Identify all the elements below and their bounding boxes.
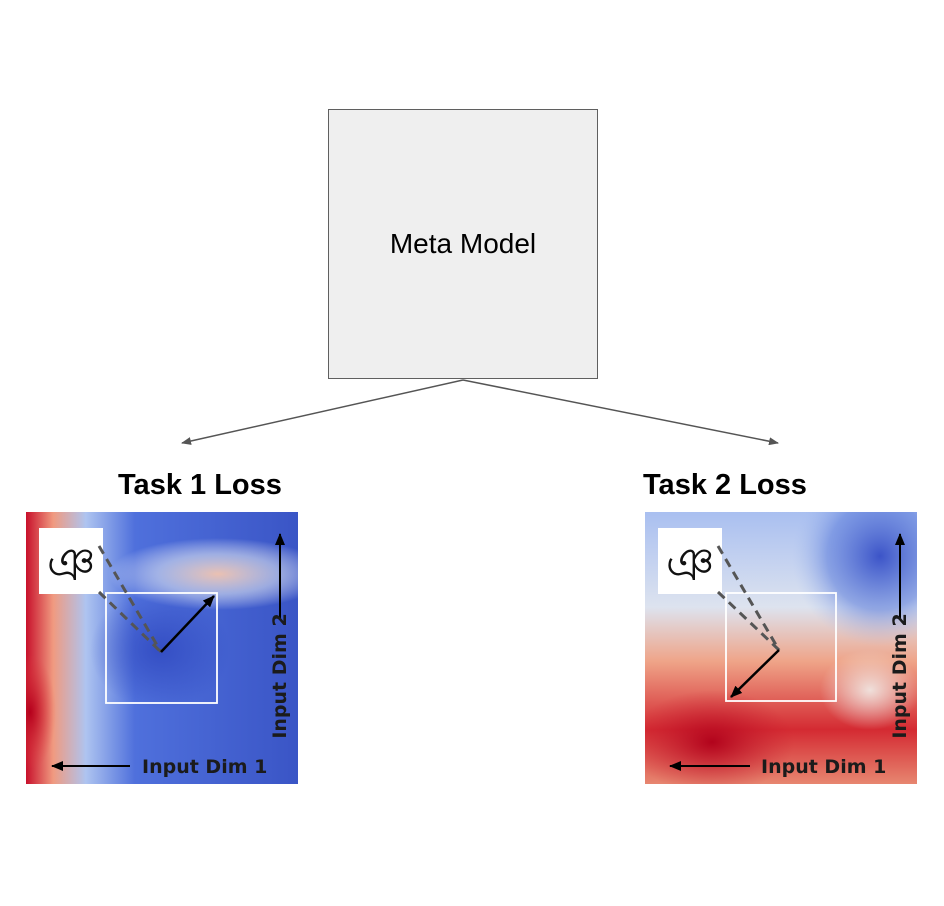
task-2-y-axis-label: Input Dim 2 <box>889 613 911 738</box>
task-1-x-axis-label: Input Dim 1 <box>142 756 267 778</box>
task-1-y-axis-label: Input Dim 2 <box>269 613 291 738</box>
task-1-glyph: ঞ <box>47 537 96 591</box>
arrow-to-task-1 <box>181 379 464 445</box>
task-2-adaptation-arrow <box>730 649 780 698</box>
meta-model-box: Meta Model <box>328 109 598 379</box>
meta-model-label: Meta Model <box>389 228 537 259</box>
task-2-title: Task 2 Loss <box>643 469 807 501</box>
task-1-adaptation-arrow <box>160 595 215 653</box>
task-2-glyph-thumbnail: ঞ <box>658 528 722 594</box>
task-2-zoom-line-upper <box>716 545 781 651</box>
arrow-to-task-2 <box>462 379 779 446</box>
task-1-title: Task 1 Loss <box>118 469 282 501</box>
task-1-glyph-thumbnail: ঞ <box>39 528 103 594</box>
task-2-x-axis-label: Input Dim 1 <box>761 756 886 778</box>
task-2-glyph: ঞ <box>666 537 715 591</box>
task-1-zoom-line-upper <box>97 545 163 653</box>
task-1-zoom-region <box>105 592 218 704</box>
task-2-zoom-region <box>725 592 837 702</box>
